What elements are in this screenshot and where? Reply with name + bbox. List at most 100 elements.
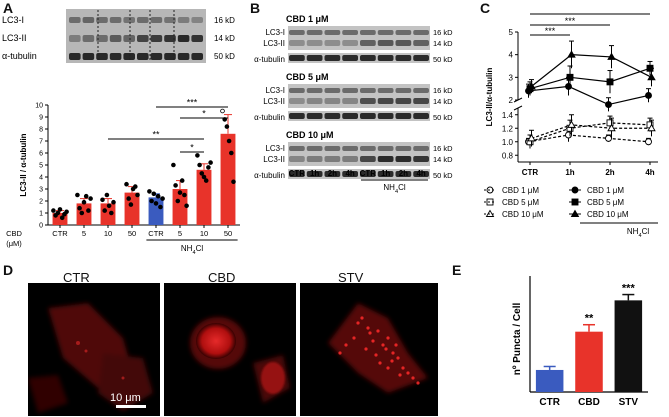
chart-a-point (226, 138, 232, 144)
blot-b-band-tubulin (306, 113, 323, 119)
blot-b-band-lc3i (289, 146, 305, 151)
blot-b-tubulin-label: α-tubulin (254, 113, 285, 122)
blot-a-band-lc3i (191, 17, 203, 23)
chart-c-series-line (529, 122, 651, 143)
stv-puncta-dot (390, 359, 394, 363)
stv-puncta-dot (374, 353, 378, 357)
blot-a-band-lc3ii (69, 35, 81, 42)
blot-b-band-lc3ii (289, 40, 305, 46)
chart-a-point (175, 198, 181, 204)
chart-c-sig-text: *** (565, 16, 576, 26)
chart-a-point (184, 203, 189, 209)
micro-label-cbd: CBD (208, 270, 236, 285)
chart-a-ytick-label: 0 (39, 223, 43, 230)
stv-puncta-dot (364, 347, 368, 351)
blot-b-band-lc3i (377, 30, 394, 35)
chart-c-xtick-label: 2h (605, 168, 614, 177)
chart-a-point (83, 193, 89, 199)
chart-a-ytick-label: 3 (39, 187, 43, 194)
blot-b-band-lc3i (306, 146, 323, 151)
blot-b-band-lc3i (342, 30, 358, 35)
blot-b-band-lc3ii (377, 156, 394, 162)
blot-b-band-lc3ii (324, 40, 341, 46)
chart-c-xtick-label: 4h (645, 168, 654, 177)
panel-label-e: E (452, 262, 462, 278)
blot-b-band-lc3ii (360, 98, 376, 104)
chart-c-ytick-label: 5 (509, 28, 514, 37)
chart-a-xtick-label: 50 (128, 229, 136, 238)
blot-b-lc3i-label: LC3-I (265, 86, 285, 95)
blot-b-band-tubulin (342, 171, 358, 177)
blot-b-tubulin-membrane (288, 169, 430, 179)
chart-a-xtick-label: 5 (178, 229, 182, 238)
chart-c-series-line (528, 134, 649, 143)
chart-c-point (565, 82, 572, 90)
blot-a-tubulin-label: α-tubulin (2, 51, 37, 61)
blot-b-band-lc3ii (395, 40, 412, 46)
blot-b-band-lc3ii (413, 98, 429, 104)
chart-a-ytick-label: 4 (39, 175, 43, 182)
chart-a-bar (172, 189, 188, 225)
blot-b-band-tubulin (395, 55, 412, 61)
blot-b-title-0: CBD 1 μM (286, 14, 329, 24)
chart-a-point (149, 198, 154, 204)
panel-label-b: B (250, 0, 261, 16)
chart-a-point (106, 203, 112, 209)
blot-b-kd50: 50 kD (433, 113, 453, 122)
chart-a-ytick-label: 6 (39, 151, 43, 158)
chart-e-xtick-label: CTR (539, 397, 560, 408)
blot-b-lc3i-label: LC3-I (265, 28, 285, 37)
blot-b-lane-label: CTR (360, 169, 377, 178)
blot-b-band-lc3i (377, 88, 394, 93)
blot-b-kd14: 14 kD (433, 39, 453, 48)
blot-b-lc3ii-label: LC3-II (263, 155, 285, 164)
chart-a-bar (196, 169, 212, 225)
chart-c-point (606, 78, 614, 86)
stv-puncta-dot (396, 356, 400, 360)
blot-b-band-tubulin (413, 55, 429, 61)
blot-b-band-tubulin (395, 113, 412, 119)
chart-a-point (201, 174, 207, 180)
chart-c-legend-label: CBD 5 μM (502, 198, 539, 207)
chart-a-point (208, 160, 213, 165)
chart-c-point (607, 123, 616, 132)
chart-e-xtick-label: STV (619, 397, 639, 408)
chart-e-sig-text: ** (585, 313, 594, 325)
chart-a-point (203, 178, 209, 183)
blot-a-band-lc3i (123, 17, 135, 23)
chart-a-point (126, 196, 131, 201)
blot-b-band-lc3i (306, 88, 323, 93)
chart-c-point (647, 72, 656, 81)
stv-puncta-dot (371, 339, 375, 343)
stv-puncta-dot (384, 347, 388, 351)
blot-b-band-tubulin (360, 113, 376, 119)
stv-puncta-dot (352, 336, 356, 340)
chart-a-ytick-label: 9 (39, 115, 43, 122)
chart-e-bar (575, 331, 603, 392)
blot-b-band-lc3ii (306, 98, 323, 104)
chart-a-sig-text: * (190, 143, 194, 153)
chart-a-point (135, 192, 140, 198)
chart-c-xtick-label: 1h (565, 168, 574, 177)
chart-a-point (147, 189, 152, 194)
blot-b-band-tubulin (306, 171, 323, 177)
blot-b-band-lc3i (413, 88, 429, 93)
chart-a-point (195, 153, 200, 158)
chart-a-ytick-label: 8 (39, 127, 43, 134)
blot-a-band-lc3i (164, 17, 176, 23)
chart-c-ytick-label: 2 (509, 96, 514, 105)
blot-b-band-lc3ii (342, 40, 358, 46)
chart-c-series-line (531, 124, 652, 139)
blot-a-band-tubulin (82, 53, 95, 60)
blot-b-lane-label: 2h (328, 169, 337, 178)
blot-b-band-tubulin (324, 55, 341, 61)
chart-a-point (86, 208, 91, 213)
stv-puncta-dot (344, 343, 348, 347)
blot-b-band-lc3ii (324, 98, 341, 104)
blot-a-band-tubulin (164, 53, 176, 60)
chart-c-point (607, 52, 616, 60)
chart-e-bar (535, 369, 564, 392)
blot-a-band-lc3i (137, 17, 149, 23)
blot-a-kd-16: 16 kD (214, 16, 235, 25)
chart-a-point (171, 162, 176, 168)
